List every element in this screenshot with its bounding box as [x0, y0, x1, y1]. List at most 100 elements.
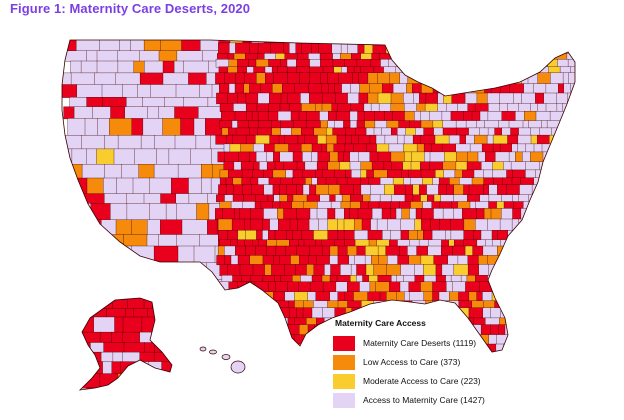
county-cell: [316, 334, 324, 345]
county-cell: [326, 127, 334, 136]
county-cell: [438, 291, 450, 302]
county-cell: [573, 177, 575, 186]
county-cell: [345, 40, 361, 44]
county-cell: [537, 72, 551, 85]
county-cell: [401, 169, 409, 179]
county-cell: [390, 151, 405, 163]
county-cell: [482, 307, 491, 319]
county-cell: [268, 103, 281, 112]
county-cell: [568, 218, 575, 231]
county-cell: [298, 40, 313, 44]
county-cell: [162, 72, 189, 86]
county-cell: [555, 317, 569, 326]
county-cell: [246, 111, 253, 122]
county-cell: [349, 201, 361, 209]
county-cell: [387, 169, 402, 179]
county-cell: [320, 72, 328, 85]
county-cell: [232, 134, 247, 145]
county-cell: [337, 151, 345, 163]
county-cell: [467, 66, 478, 74]
county-cell: [453, 264, 469, 276]
county-cell: [489, 53, 501, 60]
county-cell: [385, 42, 397, 54]
county-cell: [529, 208, 543, 220]
county-cell: [232, 177, 243, 186]
county-cell: [300, 275, 313, 283]
borough-cell: [80, 308, 93, 318]
county-cell: [390, 230, 402, 241]
county-cell: [274, 230, 287, 241]
county-cell: [265, 343, 280, 352]
county-cell: [570, 354, 582, 361]
county-cell: [420, 161, 431, 171]
county-cell: [300, 92, 310, 105]
county-cell: [219, 103, 234, 112]
county-cell: [289, 239, 299, 247]
county-cell: [255, 59, 270, 68]
county-cell: [482, 245, 498, 256]
county-cell: [537, 201, 551, 209]
county-cell: [223, 334, 239, 345]
county-cell: [543, 184, 553, 196]
county-cell: [321, 360, 329, 370]
county-cell: [226, 324, 242, 336]
county-cell: [282, 83, 295, 94]
county-cell: [501, 127, 512, 136]
county-cell: [465, 134, 475, 145]
county-cell: [525, 169, 537, 179]
county-cell: [245, 92, 259, 105]
county-cell: [270, 42, 285, 54]
county-cell: [438, 177, 450, 186]
county-cell: [452, 40, 465, 44]
county-cell: [147, 106, 160, 120]
county-cell: [193, 245, 216, 264]
county-cell: [90, 203, 111, 221]
county-cell: [352, 72, 360, 85]
county-cell: [359, 40, 366, 44]
county-cell: [513, 201, 524, 209]
county-cell: [280, 59, 288, 68]
county-cell: [339, 161, 351, 171]
borough-cell: [159, 387, 172, 390]
county-cell: [86, 97, 104, 108]
county-cell: [316, 255, 331, 266]
county-cell: [458, 291, 470, 302]
county-cell: [369, 194, 381, 203]
county-cell: [558, 161, 571, 171]
county-cell: [464, 59, 476, 68]
county-cell: [467, 103, 476, 112]
county-cell: [581, 275, 588, 282]
county-cell: [454, 169, 463, 179]
county-cell: [548, 66, 561, 74]
county-cell: [216, 255, 225, 266]
county-cell: [580, 121, 592, 129]
county-cell: [64, 135, 82, 150]
county-cell: [545, 161, 560, 171]
county-cell: [245, 134, 257, 145]
county-cell: [576, 308, 584, 319]
county-cell: [432, 83, 442, 94]
county-cell: [283, 354, 291, 361]
county-cell: [334, 169, 346, 179]
county-cell: [522, 151, 531, 163]
county-cell: [376, 218, 389, 231]
county-cell: [499, 218, 513, 231]
county-cell: [500, 239, 514, 247]
county-cell: [446, 72, 460, 85]
county-cell: [432, 53, 441, 60]
county-cell: [284, 53, 298, 60]
borough-cell: [173, 295, 192, 309]
county-cell: [327, 208, 336, 220]
county-cell: [331, 42, 342, 54]
county-cell: [252, 300, 267, 309]
county-cell: [412, 184, 420, 196]
county-cell: [261, 324, 271, 336]
county-cell: [549, 317, 557, 326]
county-cell: [243, 194, 257, 203]
county-cell: [257, 92, 270, 105]
legend-item-access: Access to Maternity Care (1427): [333, 391, 533, 409]
county-cell: [301, 143, 313, 153]
county-cell: [235, 42, 250, 54]
county-cell: [296, 59, 311, 68]
county-cell: [409, 208, 417, 220]
